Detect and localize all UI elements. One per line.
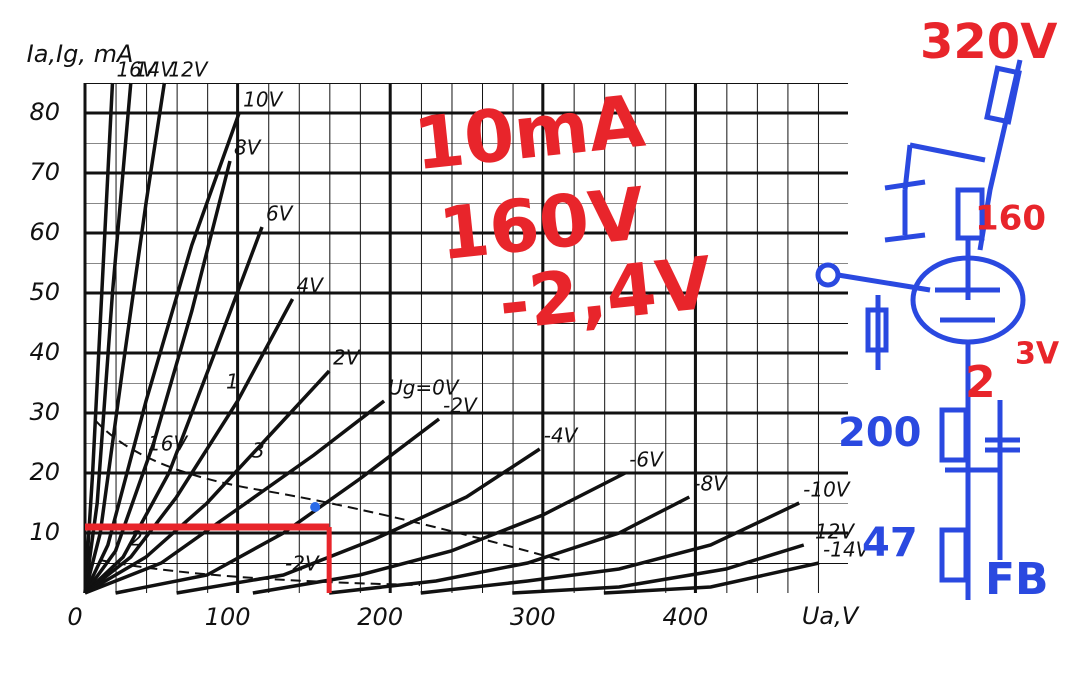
curve <box>84 369 331 595</box>
blue-dot <box>310 502 321 512</box>
curve <box>83 82 167 594</box>
ig-label: -2V <box>285 552 320 576</box>
curve-label: 6V <box>266 202 294 226</box>
y-tick-label: 80 <box>29 98 60 126</box>
x-tick-label: 0 <box>67 603 82 631</box>
curve <box>512 543 805 595</box>
schematic-label: 47 <box>862 520 918 566</box>
schematic-label: 200 <box>838 410 922 456</box>
ig-label: 1 <box>226 370 239 394</box>
schematic-label: 160 <box>975 199 1046 239</box>
y-tick-label: 30 <box>29 398 60 426</box>
curve <box>83 298 295 595</box>
ig-curve <box>99 559 421 586</box>
ig-label: 3 <box>252 439 265 463</box>
schematic-label: FB <box>985 554 1049 605</box>
curve <box>603 561 820 595</box>
y-axis-label: Ia,Ig, mA <box>27 40 134 68</box>
curve <box>83 112 241 594</box>
curve-label: -10V <box>803 478 851 502</box>
curve-label: -8V <box>693 472 728 496</box>
y-tick-label: 50 <box>29 278 60 306</box>
minor-grid <box>85 83 848 593</box>
curve-label: -2V <box>443 394 478 418</box>
y-tick-label: 60 <box>29 218 60 246</box>
x-axis-label: Ua,V <box>802 602 860 630</box>
curve-label: 12V <box>168 58 208 82</box>
schematic-label: 2 <box>965 357 996 408</box>
curve <box>83 82 115 594</box>
schematic-label: 320V <box>920 14 1057 70</box>
curve-label: 14V <box>135 58 175 82</box>
curve-label: 8V <box>234 136 262 160</box>
schematic <box>815 59 1026 600</box>
curve-label: 10V <box>243 88 283 112</box>
x-tick-label: 100 <box>205 603 251 631</box>
curve <box>176 447 541 595</box>
curve <box>83 226 264 595</box>
y-tick-label: 20 <box>29 458 60 486</box>
curve <box>83 160 232 595</box>
curve-label: -4V <box>544 424 579 448</box>
y-tick-label: 10 <box>29 518 60 546</box>
curve <box>115 417 441 595</box>
ig-curve <box>94 419 561 561</box>
ig-label: 16V <box>148 432 188 456</box>
curve <box>420 501 800 595</box>
schematic-label: 3V <box>1015 337 1060 372</box>
curve-label: 2V <box>333 346 361 370</box>
curve <box>328 495 691 595</box>
y-tick-label: 70 <box>29 158 60 186</box>
curve-label: 4V <box>297 274 325 298</box>
curve <box>84 399 386 595</box>
curve <box>252 471 626 595</box>
curve-label: -6V <box>629 448 664 472</box>
curve-label: -14V <box>823 538 871 562</box>
x-tick-label: 400 <box>662 603 708 631</box>
x-tick-label: 300 <box>510 603 556 631</box>
y-tick-label: 40 <box>29 338 60 366</box>
curve-label: -12V <box>808 520 856 544</box>
x-tick-label: 200 <box>357 603 403 631</box>
curve-label: 16V <box>116 58 156 82</box>
curve-label: Ug=0V <box>388 376 460 400</box>
ig-label: 2 <box>130 527 143 551</box>
curve <box>83 82 133 594</box>
